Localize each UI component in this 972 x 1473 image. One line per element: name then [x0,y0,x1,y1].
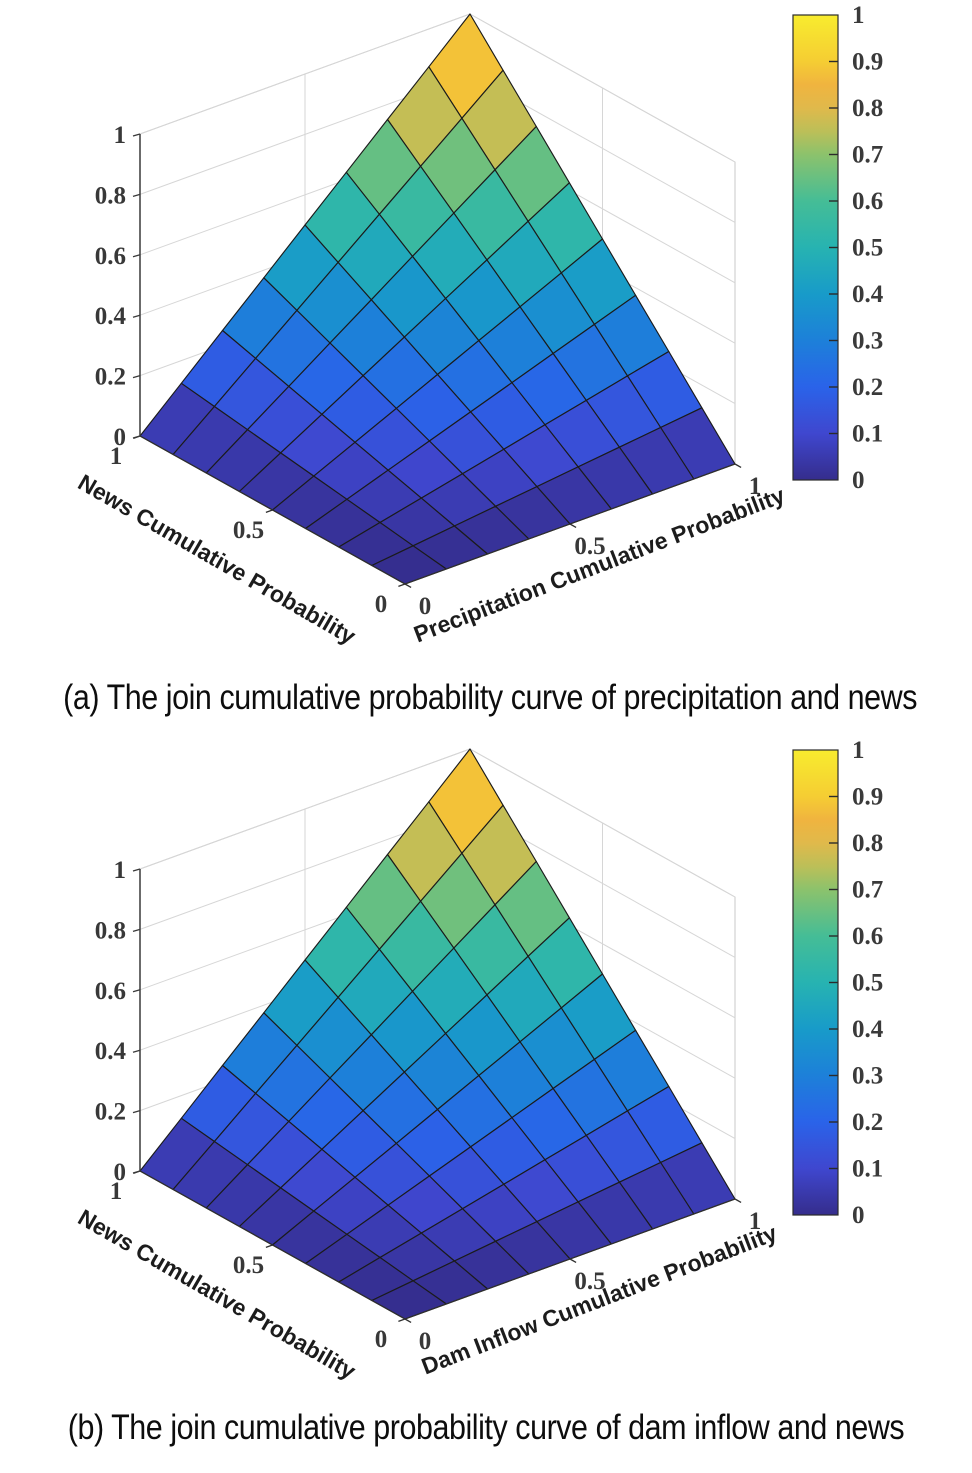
svg-text:0: 0 [419,1328,432,1355]
axes [132,133,742,588]
surface-mesh [139,748,736,1320]
svg-text:0.3: 0.3 [852,1063,883,1090]
svg-text:0.8: 0.8 [852,830,883,857]
svg-text:0: 0 [114,424,127,451]
svg-text:0.2: 0.2 [95,364,126,391]
svg-text:0.1: 0.1 [852,1156,883,1183]
svg-text:1: 1 [110,1178,123,1205]
svg-text:0.6: 0.6 [95,243,126,270]
colorbar: 0 0.1 0.2 0.3 0.4 0.5 0.6 0.7 0.8 0.9 1 [792,737,884,1229]
caption-a: (a) The join cumulative probability curv… [63,678,917,717]
svg-text:1: 1 [110,443,123,470]
svg-text:0.5: 0.5 [574,533,605,560]
svg-text:0: 0 [375,591,388,618]
svg-text:1: 1 [114,857,127,884]
svg-text:0.4: 0.4 [95,303,127,330]
svg-text:0: 0 [852,1202,865,1229]
svg-text:0.4: 0.4 [95,1038,127,1065]
svg-text:0.4: 0.4 [852,281,884,308]
svg-text:1: 1 [852,2,865,29]
svg-text:1: 1 [852,737,865,764]
caption-b: (b) The join cumulative probability curv… [67,1408,905,1447]
svg-text:0.8: 0.8 [95,182,126,209]
colorbar: 0 0.1 0.2 0.3 0.4 0.5 0.6 0.7 0.8 0.9 1 [792,2,884,494]
svg-text:0.9: 0.9 [852,49,883,76]
svg-text:0.1: 0.1 [852,421,883,448]
svg-text:0.5: 0.5 [233,1252,264,1279]
svg-text:0.7: 0.7 [852,877,883,904]
svg-text:0.6: 0.6 [852,923,883,950]
svg-text:0.7: 0.7 [852,142,883,169]
svg-text:0.6: 0.6 [95,978,126,1005]
surface-mesh [139,13,736,585]
svg-text:0.2: 0.2 [95,1099,126,1126]
svg-text:0.9: 0.9 [852,784,883,811]
svg-text:0.8: 0.8 [95,917,126,944]
axes [132,868,742,1323]
svg-text:0.5: 0.5 [852,970,883,997]
svg-text:0.8: 0.8 [852,95,883,122]
svg-text:0.3: 0.3 [852,328,883,355]
svg-text:0: 0 [852,467,865,494]
svg-text:0: 0 [375,1326,388,1353]
svg-text:1: 1 [749,1208,762,1235]
svg-text:1: 1 [749,473,762,500]
svg-text:0.5: 0.5 [852,235,883,262]
svg-text:0.5: 0.5 [574,1268,605,1295]
svg-text:1: 1 [114,122,127,149]
svg-text:0.2: 0.2 [852,1109,883,1136]
svg-text:0.2: 0.2 [852,374,883,401]
svg-text:0: 0 [114,1159,127,1186]
svg-text:0: 0 [419,593,432,620]
svg-text:0.6: 0.6 [852,188,883,215]
svg-text:0.5: 0.5 [233,517,264,544]
svg-text:0.4: 0.4 [852,1016,884,1043]
